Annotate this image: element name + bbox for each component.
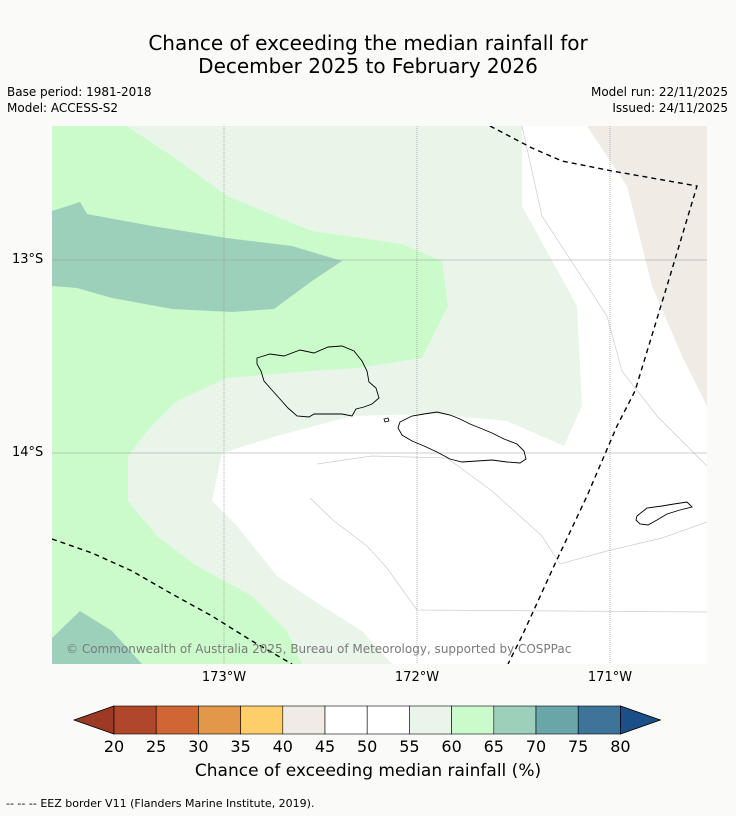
- eez-legend: -- -- -- EEZ border V11 (Flanders Marine…: [6, 797, 314, 810]
- rainfall-map: © Commonwealth of Australia 2025, Bureau…: [52, 126, 707, 664]
- colorbar-tick-label: 50: [357, 737, 378, 756]
- colorbar-cell: [409, 705, 452, 735]
- colorbar-tick-label: 75: [568, 737, 589, 756]
- island-tutuila: [635, 501, 693, 526]
- colorbar-label: Chance of exceeding median rainfall (%): [194, 761, 542, 781]
- colorbar-tick-label: 70: [525, 737, 547, 756]
- colorbar-cell: [198, 705, 241, 735]
- colorbar-tick-label: 20: [103, 737, 125, 756]
- colorbar: [72, 705, 662, 735]
- eez-legend-text: EEZ border V11 (Flanders Marine Institut…: [40, 797, 315, 810]
- lon-label-172w: 172°W: [394, 670, 440, 685]
- colorbar-tick-label: 55: [399, 737, 420, 756]
- lon-label-173w: 173°W: [201, 670, 247, 685]
- island-manono: [383, 417, 390, 423]
- model-run: Model run: 22/11/2025: [590, 85, 728, 99]
- colorbar-cell: [113, 705, 157, 735]
- colorbar-tick-label: 45: [314, 737, 336, 756]
- island-savaii: [256, 345, 380, 418]
- chart-title-line1: Chance of exceeding the median rainfall …: [148, 31, 588, 55]
- colorbar-cell: [282, 705, 326, 735]
- colorbar-under-arrow: [72, 705, 115, 735]
- colorbar-cell: [324, 705, 368, 735]
- colorbar-over-arrow: [620, 705, 662, 735]
- colorbar-cell: [493, 705, 537, 735]
- colorbar-tick-label: 30: [188, 737, 209, 756]
- colorbar-cell: [366, 705, 410, 735]
- base-period: Base period: 1981-2018: [7, 85, 152, 99]
- colorbar-cell: [451, 705, 495, 735]
- contour-line: [309, 497, 707, 613]
- contour-line: [521, 126, 707, 467]
- issued-date: Issued: 24/11/2025: [612, 101, 728, 115]
- colorbar-cell: [155, 705, 199, 735]
- colorbar-cell: [535, 705, 579, 735]
- eez-dash-glyph: -- -- --: [6, 797, 37, 810]
- colorbar-cell: [240, 705, 284, 735]
- eez-border-east: [489, 126, 698, 664]
- contour-line: [316, 455, 707, 565]
- band-40-45: [587, 126, 707, 406]
- colorbar-tick-label: 65: [483, 737, 504, 756]
- colorbar-cell: [577, 705, 621, 735]
- island-upolu: [397, 411, 527, 464]
- chart-title-line2: December 2025 to February 2026: [198, 54, 538, 78]
- lat-label-13s: 13°S: [12, 252, 44, 267]
- band-65-70-south: [52, 611, 142, 664]
- lon-label-171w: 171°W: [587, 670, 633, 685]
- colorbar-tick-label: 80: [610, 737, 631, 756]
- band-65-70-north: [52, 202, 342, 312]
- eez-border-west: [52, 538, 293, 664]
- model-name: Model: ACCESS-S2: [7, 101, 119, 115]
- colorbar-tick-label: 60: [441, 737, 462, 756]
- copyright-notice: © Commonwealth of Australia 2025, Bureau…: [66, 642, 571, 656]
- lat-label-14s: 14°S: [12, 445, 44, 460]
- colorbar-tick-label: 40: [272, 737, 293, 756]
- colorbar-tick-label: 25: [146, 737, 167, 756]
- colorbar-tick-label: 35: [230, 737, 251, 756]
